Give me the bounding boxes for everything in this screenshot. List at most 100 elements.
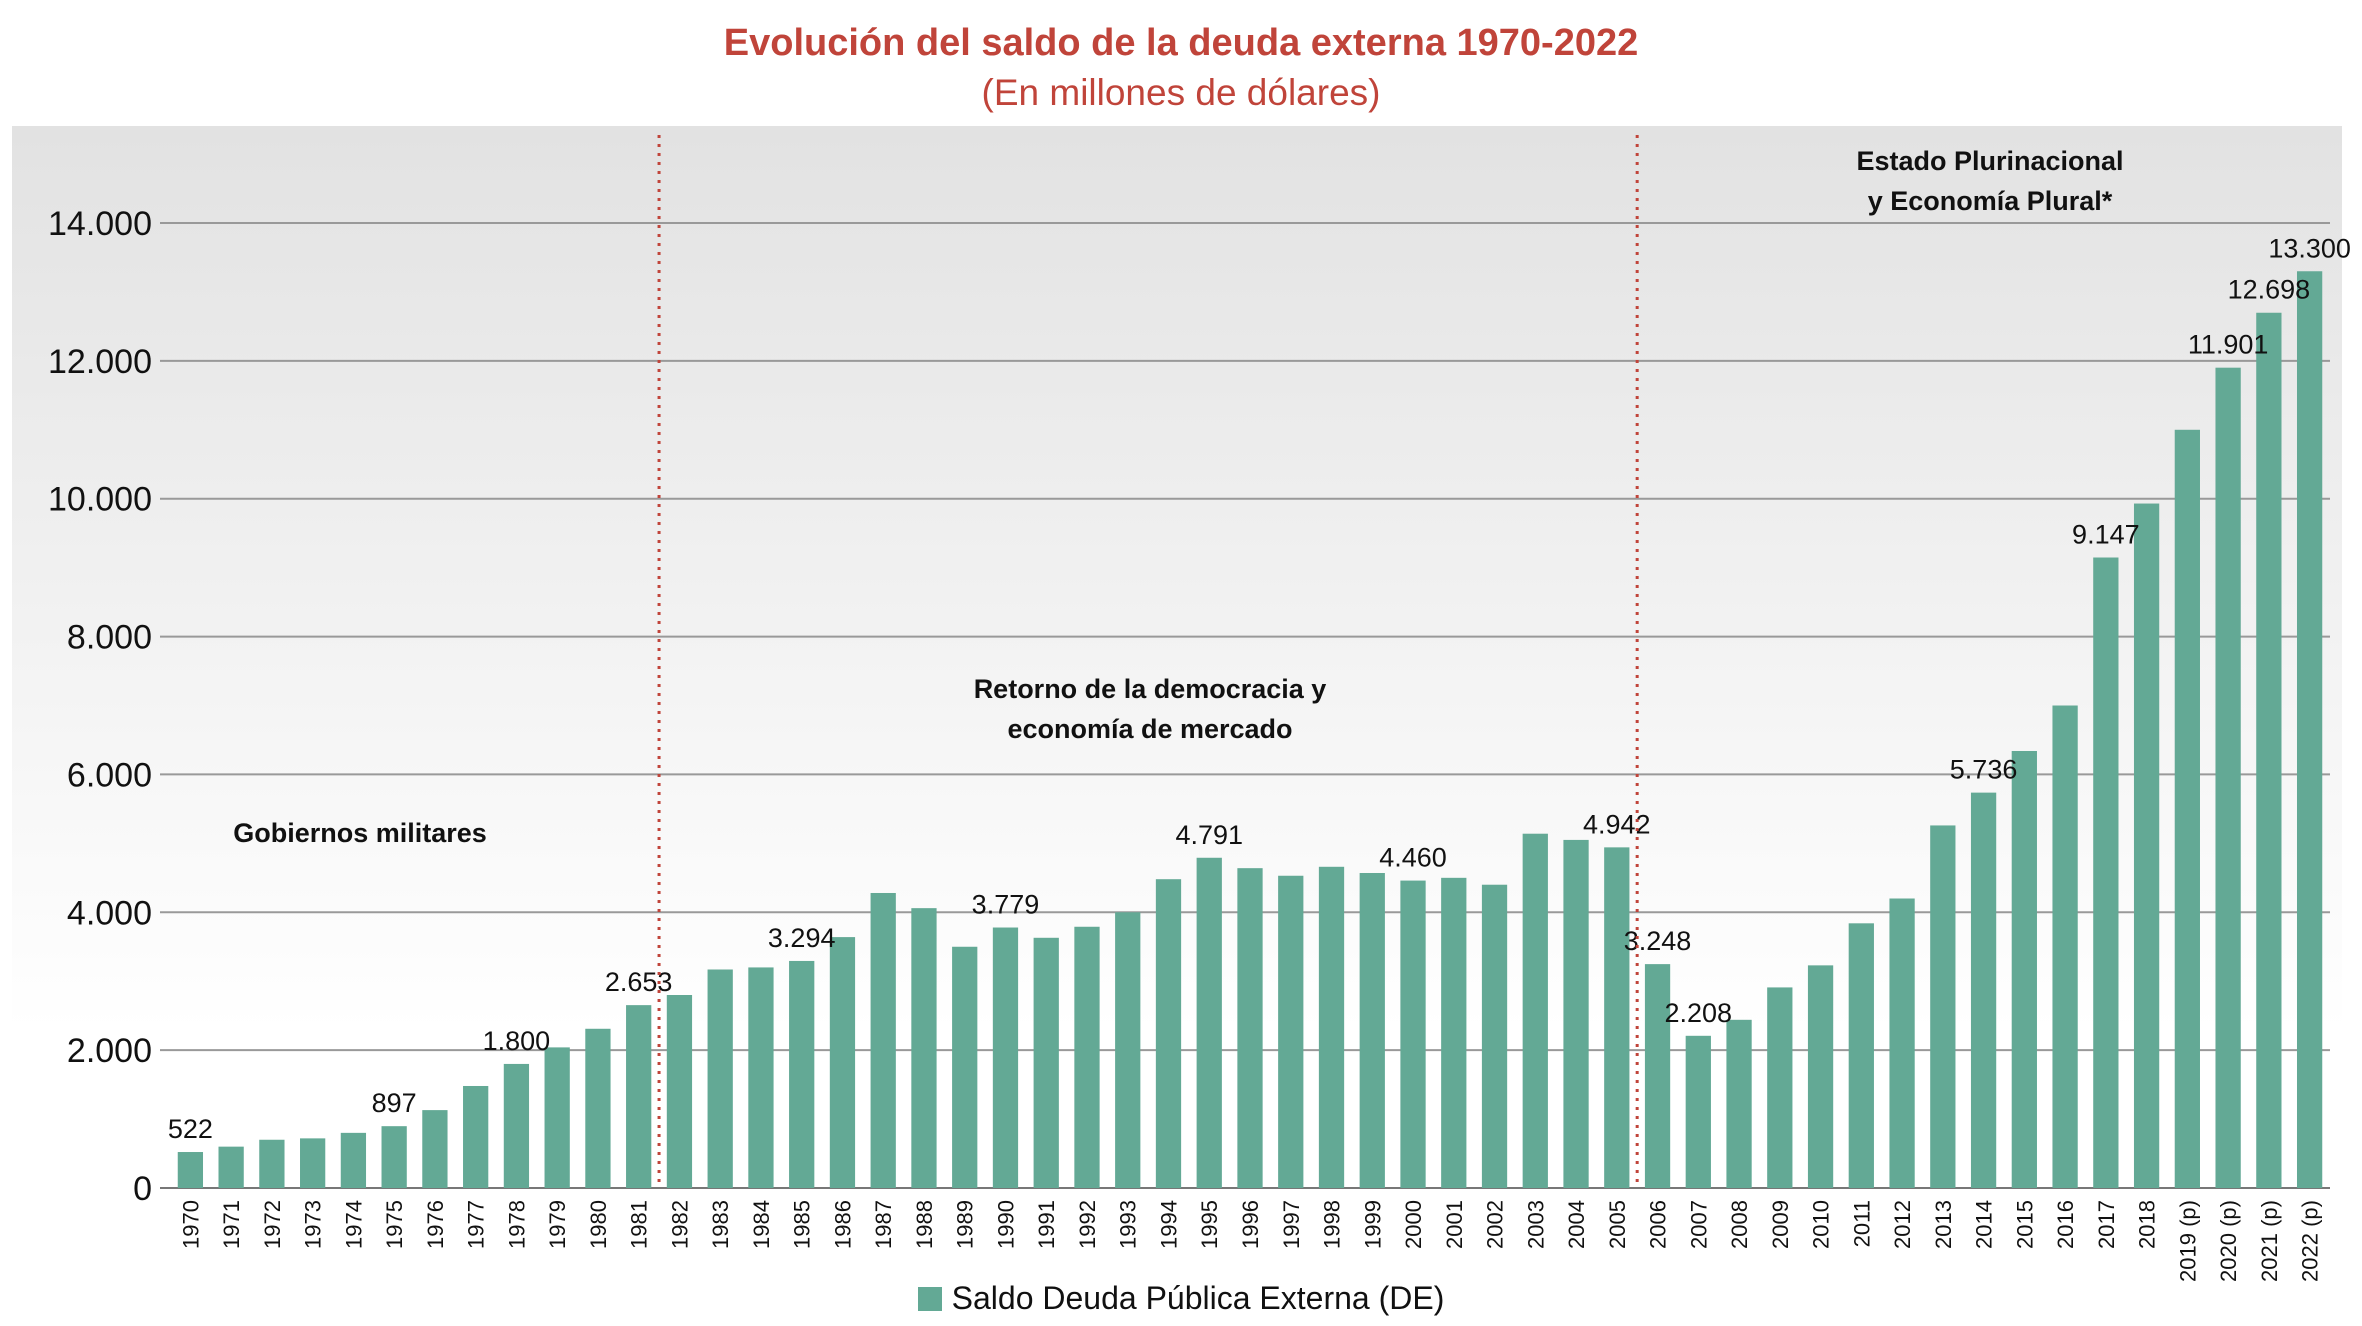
data-label: 4.942: [1583, 809, 1651, 839]
bar: [340, 1132, 367, 1188]
y-tick-label: 0: [133, 1170, 152, 1208]
bar: [992, 927, 1019, 1188]
bar: [585, 1028, 611, 1188]
x-tick-label: 1999: [1360, 1200, 1385, 1249]
data-label: 3.779: [972, 890, 1040, 920]
data-label: 13.300: [2268, 233, 2351, 263]
x-tick-label: 1981: [627, 1200, 652, 1249]
period-annotation: economía de mercado: [1007, 714, 1292, 744]
bar: [1196, 857, 1222, 1188]
legend-swatch: [917, 1287, 942, 1311]
bar: [952, 946, 978, 1188]
x-tick-label: 1995: [1197, 1200, 1222, 1249]
x-tick-label: 1977: [464, 1200, 489, 1249]
x-tick-label: 2015: [2012, 1200, 2037, 1249]
bar: [1115, 912, 1141, 1188]
bar: [544, 1047, 570, 1188]
bar: [1359, 872, 1385, 1188]
x-tick-label: 1987: [871, 1200, 896, 1249]
y-tick-label: 8.000: [67, 619, 152, 657]
x-tick-label: 2014: [1972, 1200, 1997, 1249]
data-label: 2.653: [605, 967, 673, 997]
bar: [1522, 833, 1548, 1188]
y-tick-label: 14.000: [48, 205, 152, 243]
bar: [422, 1110, 448, 1188]
x-tick-label: 2019 (p): [2175, 1200, 2200, 1282]
period-annotation: y Economía Plural*: [1868, 186, 2113, 216]
bar: [300, 1138, 326, 1188]
bar: [1685, 1035, 1711, 1188]
bar: [707, 969, 733, 1188]
x-tick-label: 1986: [830, 1200, 855, 1249]
x-tick-label: 1998: [1320, 1200, 1345, 1249]
data-label: 3.248: [1624, 926, 1692, 956]
bar: [2256, 312, 2282, 1188]
y-tick-label: 4.000: [67, 894, 152, 932]
bar: [1400, 880, 1426, 1188]
legend: Saldo Deuda Pública Externa (DE): [0, 1280, 2362, 1317]
bar: [1767, 987, 1793, 1188]
x-tick-label: 1984: [749, 1200, 774, 1249]
data-label: 2.208: [1665, 998, 1733, 1028]
bar: [2174, 429, 2200, 1188]
bar: [789, 960, 815, 1188]
data-label: 4.460: [1379, 843, 1447, 873]
x-tick-label: 1975: [382, 1200, 407, 1249]
bar: [381, 1126, 407, 1188]
x-tick-label: 2010: [1809, 1200, 1834, 1249]
x-tick-label: 2016: [2053, 1200, 2078, 1249]
bar: [1848, 923, 1874, 1188]
x-tick-label: 2002: [1483, 1200, 1508, 1249]
data-label: 9.147: [2072, 520, 2140, 550]
bar: [1807, 965, 1834, 1188]
x-tick-label: 2012: [1890, 1200, 1915, 1249]
data-label: 897: [372, 1088, 417, 1118]
x-tick-label: 2022 (p): [2298, 1200, 2323, 1282]
period-annotation: Retorno de la democracia y: [974, 674, 1327, 704]
bar: [1644, 964, 1671, 1188]
x-tick-label: 1972: [260, 1200, 285, 1249]
bar: [1155, 879, 1182, 1188]
x-tick-label: 1993: [1116, 1200, 1141, 1249]
bar: [829, 937, 856, 1188]
x-tick-label: 2011: [1849, 1200, 1874, 1247]
bar: [666, 995, 693, 1188]
y-tick-label: 10.000: [48, 481, 152, 519]
x-tick-label: 1989: [953, 1200, 978, 1249]
x-tick-label: 1991: [1034, 1200, 1059, 1249]
bar: [1563, 839, 1589, 1188]
bar: [1318, 866, 1345, 1188]
bar: [626, 1005, 652, 1188]
period-annotation: Gobiernos militares: [233, 818, 487, 848]
bar: [1970, 792, 1997, 1188]
x-tick-label: 1974: [341, 1200, 366, 1249]
bar: [1074, 926, 1100, 1188]
bar: [1930, 825, 1956, 1188]
y-tick-label: 12.000: [48, 343, 152, 381]
x-tick-label: 1982: [667, 1200, 692, 1249]
bar: [1033, 937, 1059, 1188]
period-annotation: Estado Plurinacional: [1856, 146, 2123, 176]
bar: [2011, 750, 2037, 1188]
x-tick-label: 2021 (p): [2257, 1200, 2282, 1282]
bar: [1604, 847, 1630, 1188]
data-label: 522: [168, 1114, 213, 1144]
bar: [218, 1146, 244, 1188]
bar: [1237, 868, 1263, 1188]
x-tick-label: 1997: [1279, 1200, 1304, 1249]
data-label: 4.791: [1175, 820, 1243, 850]
data-label: 12.698: [2228, 275, 2311, 305]
data-label: 5.736: [1950, 755, 2018, 785]
data-label: 3.294: [768, 923, 836, 953]
x-tick-label: 2013: [1931, 1200, 1956, 1249]
bar: [177, 1152, 204, 1188]
x-tick-label: 1971: [219, 1200, 244, 1249]
x-tick-label: 1979: [545, 1200, 570, 1249]
x-tick-label: 1994: [1156, 1200, 1181, 1249]
bar: [870, 892, 896, 1188]
x-tick-label: 2009: [1768, 1200, 1793, 1249]
x-tick-label: 2006: [1646, 1200, 1671, 1249]
x-tick-label: 2001: [1442, 1200, 1467, 1249]
x-tick-label: 1973: [301, 1200, 326, 1249]
